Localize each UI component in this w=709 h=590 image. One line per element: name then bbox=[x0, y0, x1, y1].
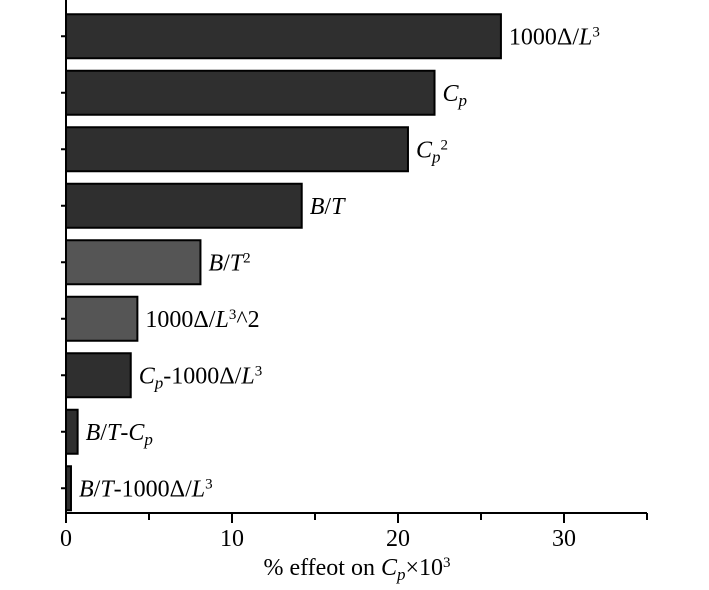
bar-label-5: 1000Δ/L3^2 bbox=[145, 307, 259, 333]
bar-label-4: B/T2 bbox=[208, 250, 250, 276]
bars-group bbox=[65, 13, 502, 512]
bar-label-8: B/T-1000Δ/L3 bbox=[79, 476, 213, 502]
x-tick-label-10: 10 bbox=[220, 526, 244, 552]
bar-2 bbox=[65, 126, 409, 173]
bar-label-1: Cp bbox=[443, 81, 468, 110]
x-tick-label-0: 0 bbox=[60, 526, 72, 552]
bar-0 bbox=[65, 13, 502, 60]
x-tick-label-30: 30 bbox=[552, 526, 576, 552]
bar-1 bbox=[65, 69, 436, 116]
bar-3 bbox=[65, 182, 303, 229]
bar-labels-group: 1000Δ/L3 Cp Cp2 B/T B/T2 1000Δ/L3^2 Cp-1000Δ/L… bbox=[79, 24, 600, 502]
bar-label-2: Cp2 bbox=[416, 137, 448, 166]
bar-label-7: B/T-Cp bbox=[86, 420, 153, 449]
bar-4 bbox=[65, 239, 202, 286]
x-tick-label-20: 20 bbox=[386, 526, 410, 552]
bar-7 bbox=[65, 408, 79, 455]
bar-label-6: Cp-1000Δ/L3 bbox=[139, 363, 262, 392]
x-axis-title: % effeot on Cp×103 bbox=[263, 555, 450, 584]
bar-6 bbox=[65, 352, 132, 399]
bar-label-3: B/T bbox=[310, 194, 346, 220]
bar-label-0: 1000Δ/L3 bbox=[509, 24, 600, 50]
axes-group: 0 10 20 30 bbox=[60, 0, 648, 552]
bar-5 bbox=[65, 295, 139, 342]
